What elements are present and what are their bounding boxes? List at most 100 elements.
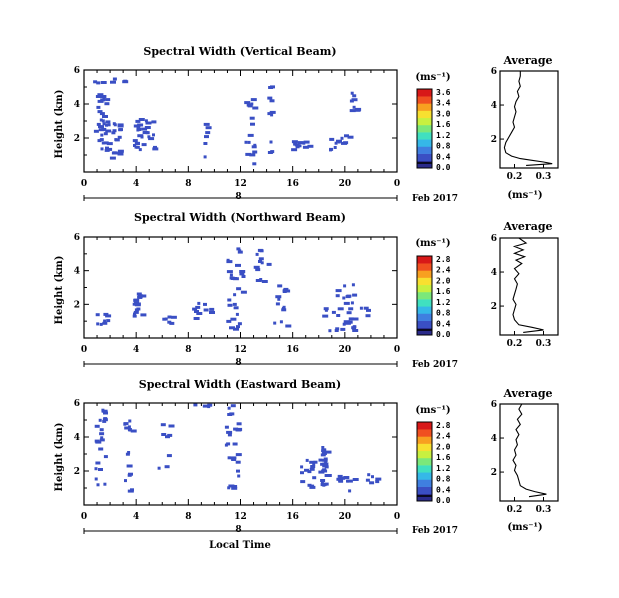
panel3-colorbar-tick-label: 0.8	[436, 475, 451, 484]
panel1-data-pixel	[99, 118, 103, 122]
panel3-y-tick-label: 4	[74, 433, 80, 443]
x-axis-label: Local Time	[209, 540, 271, 551]
panel2-data-pixel	[236, 287, 242, 291]
panel1-avg-y-tick-label: 6	[491, 67, 497, 77]
panel1-data-pixel	[100, 95, 107, 98]
panel2-colorbar-segment	[417, 327, 432, 336]
panel1-data-pixel	[340, 136, 344, 140]
panel3-data-pixel	[365, 478, 370, 482]
panel1-data-pixel	[145, 131, 150, 135]
panel2-data-pixel	[343, 301, 350, 305]
panel2-data-pixel	[275, 302, 280, 306]
panel3-colorbar-tick-label: 2.0	[436, 442, 451, 451]
panel2-x-tick-label: 0	[81, 345, 87, 355]
panel1-data-pixel	[203, 122, 210, 126]
panel3-data-pixel	[310, 465, 316, 468]
panel1-data-pixel	[247, 140, 251, 144]
panel1-data-pixel	[270, 85, 275, 89]
panel2-data-pixel	[133, 312, 136, 316]
panel1-data-pixel	[153, 145, 157, 149]
panel2-data-pixel	[209, 311, 215, 314]
panel1-x-tick-label: 4	[133, 179, 139, 189]
panel3-day-label: 8	[235, 525, 241, 535]
panel3-data-pixel	[96, 483, 100, 487]
panel3-avg-y-tick-label: 4	[491, 434, 497, 444]
panel1-data-pixel	[329, 148, 332, 152]
panel1-day-label: 8	[235, 192, 241, 202]
panel2-data-pixel	[236, 247, 241, 251]
panel2-data-pixel	[237, 322, 242, 326]
panel3-ylabel: Height (km)	[54, 423, 65, 492]
panel1-data-pixel	[347, 135, 354, 139]
panel3-colorbar-segment	[417, 465, 432, 473]
panel1-data-pixel	[269, 140, 273, 144]
panel1-avg-x-tick-label: 0.3	[536, 172, 552, 182]
panel3-data-pixel	[325, 474, 332, 477]
panel3-data-pixel	[130, 488, 134, 492]
panel2-data-pixel	[261, 280, 268, 283]
panel1-data-pixel	[354, 108, 361, 112]
panel2-data-pixel	[340, 327, 346, 331]
panel3-data-pixel	[324, 465, 329, 469]
panel2-data-pixel	[334, 329, 339, 332]
panel2-data-pixel	[359, 306, 363, 310]
panel1-data-pixel	[134, 141, 140, 145]
panel2-data-pixel	[96, 322, 100, 326]
panel3-y-tick-label: 6	[74, 399, 80, 409]
panel1-data-pixel	[344, 134, 349, 138]
panel3-colorbar-segment	[417, 450, 432, 459]
panel3-data-pixel	[230, 404, 236, 408]
panel3-colorbar-tick-label: 1.2	[436, 464, 451, 473]
panel1-avg-x-tick-label: 0.2	[507, 172, 523, 182]
panel3-x-tick-label: 12	[234, 512, 247, 522]
panel1-data-pixel	[111, 151, 118, 155]
panel1-data-pixel	[352, 94, 357, 98]
panel2-data-pixel	[232, 302, 237, 306]
panel2-data-pixel	[255, 252, 259, 256]
panel2-data-pixel	[167, 315, 172, 319]
panel3-data-pixel	[98, 447, 104, 451]
panel2-colorbar-segment	[417, 291, 432, 300]
panel3-data-pixel	[128, 428, 132, 432]
panel3-data-pixel	[160, 423, 166, 427]
panel2-data-pixel	[235, 263, 241, 267]
panel1-data-pixel	[97, 99, 104, 103]
panel3-avg-frame	[499, 403, 559, 502]
panel1-data-pixel	[144, 119, 148, 123]
panel1-data-pixel	[105, 129, 112, 133]
panel1-data-pixel	[117, 124, 124, 128]
panel3-data-pixel	[236, 422, 242, 426]
panel3-data-pixel	[103, 411, 108, 415]
panel1-data-pixel	[105, 146, 109, 150]
panel1-colorbar-tick-label: 3.6	[436, 88, 451, 97]
panel3-x-tick-label: 8	[185, 512, 191, 522]
panel2-data-pixel	[342, 322, 346, 326]
panel2-colorbar-segment	[417, 277, 432, 286]
panel1-data-pixel	[112, 77, 117, 81]
panel1-colorbar-tick-label: 3.4	[436, 99, 451, 108]
panel3-data-pixel	[231, 486, 238, 490]
panel3-data-pixel	[101, 408, 105, 412]
panel3-data-pixel	[125, 452, 130, 456]
panel1-data-pixel	[111, 131, 116, 135]
panel3-data-pixel	[103, 482, 107, 486]
panel2-data-pixel	[328, 329, 332, 333]
panel3-data-pixel	[346, 479, 353, 483]
panel1-data-pixel	[251, 145, 257, 149]
panel3-data-pixel	[235, 428, 242, 432]
panel1-colorbar-tick-label: 0.8	[436, 142, 451, 151]
panel1-colorbar-segment	[417, 89, 432, 97]
panel3-data-pixel	[168, 424, 175, 428]
panel3-date-label: Feb 2017	[412, 526, 458, 536]
panel3-data-pixel	[309, 485, 316, 489]
panel2-data-pixel	[344, 321, 351, 325]
panel1-data-pixel	[136, 126, 141, 130]
panel1-data-pixel	[104, 102, 110, 106]
panel3-data-pixel	[103, 455, 108, 459]
panel1-x-tick-label: 8	[185, 179, 191, 189]
panel1-data-pixel	[269, 110, 276, 114]
panel1-data-pixel	[107, 123, 111, 127]
panel3-data-pixel	[130, 429, 137, 433]
panel3-data-pixel	[300, 480, 306, 484]
panel1-data-pixel	[205, 126, 212, 130]
